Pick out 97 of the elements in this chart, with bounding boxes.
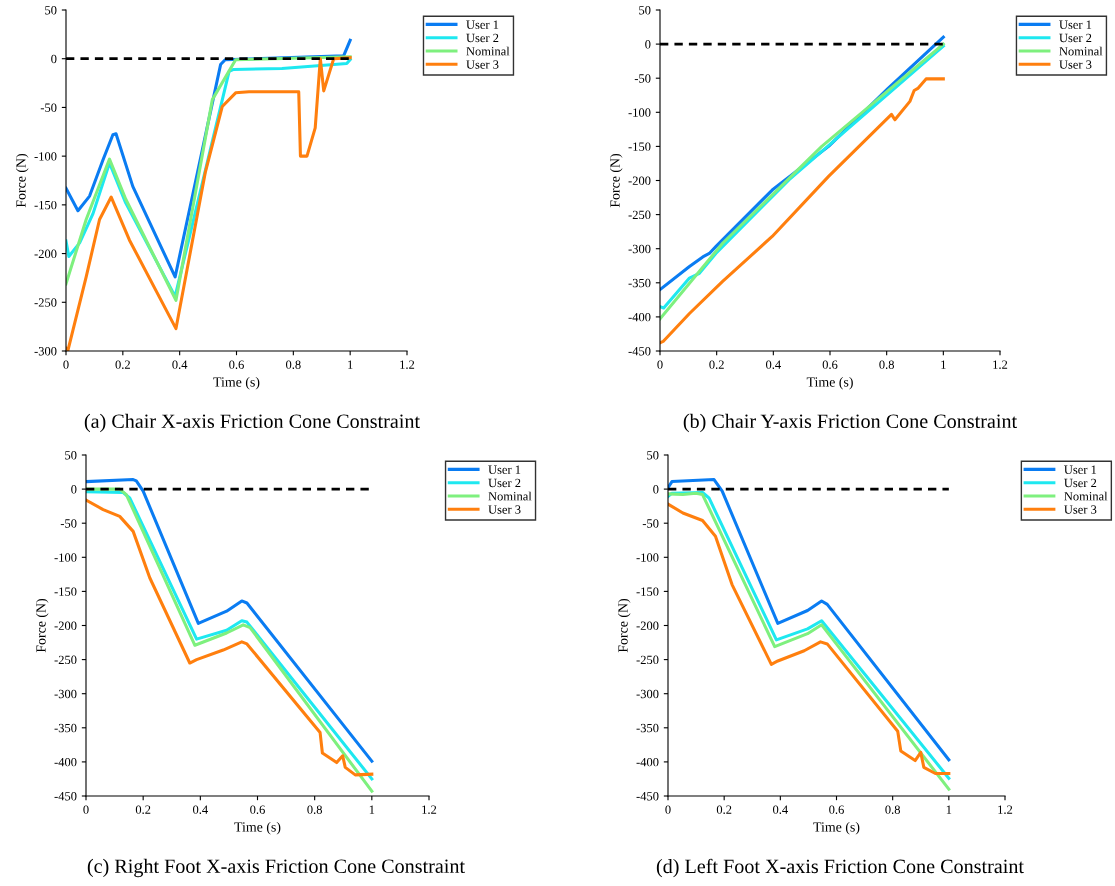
x-tick-label: 0.6 (822, 360, 838, 369)
x-tick-label: 0.6 (829, 805, 844, 814)
y-tick-label: -200 (34, 249, 57, 259)
legend-label: User 2 (1059, 33, 1092, 43)
y-tick-label: -150 (636, 587, 659, 596)
y-tick-label: -350 (54, 723, 77, 733)
x-tick-label: 0.2 (716, 805, 732, 814)
x-tick-label: 0.6 (250, 805, 265, 814)
y-tick-label: -300 (54, 689, 77, 699)
x-axis-title: Time (s) (813, 821, 860, 835)
y-tick-label: -150 (628, 142, 651, 151)
y-tick-label: 0 (653, 485, 659, 494)
y-tick-label: -50 (60, 519, 77, 528)
text: (d) Left Foot X-axis Friction Cone Constraint (656, 858, 1024, 878)
legend-label: User 1 (1064, 465, 1097, 474)
legend-label: User 2 (1064, 478, 1097, 488)
x-tick-label: 1 (941, 360, 946, 369)
x-tick-label: 1 (946, 805, 952, 814)
y-tick-label: -400 (636, 757, 659, 767)
legend-label: User 2 (488, 478, 521, 488)
x-tick-label: 0.6 (229, 360, 244, 369)
legend-label: Nominal (1059, 46, 1103, 56)
x-tick-label: 0.8 (307, 805, 322, 814)
x-tick-label: 0.2 (709, 360, 724, 369)
x-tick-label: 0.4 (773, 805, 788, 814)
x-tick-label: 0 (665, 805, 671, 814)
text: (a) Chair X-axis Friction Cone Constraint (84, 413, 420, 433)
x-tick-label: 0.8 (879, 360, 894, 369)
y-tick-label: -450 (636, 792, 659, 801)
y-axis-title: Force (N) (609, 153, 623, 208)
y-tick-label: -50 (642, 519, 659, 528)
x-tick-label: 0.2 (115, 360, 130, 369)
x-tick-label: 1 (348, 360, 353, 369)
x-axis-title: Time (s) (213, 376, 260, 390)
text: (c) Right Foot X-axis Friction Cone Constraint (87, 858, 465, 878)
y-tick-label: -50 (40, 103, 57, 112)
line-series (66, 56, 352, 351)
y-tick-label: -300 (636, 689, 659, 699)
y-tick-label: -300 (34, 347, 57, 356)
legend-label: Nominal (1064, 491, 1108, 501)
x-tick-label: 1.2 (400, 360, 415, 369)
legend-label: User 2 (466, 33, 499, 43)
y-tick-label: -200 (54, 621, 77, 630)
y-axis-title: Force (N) (617, 598, 631, 653)
y-tick-label: -150 (54, 587, 77, 596)
y-tick-label: -250 (636, 655, 659, 665)
y-axis-title: Force (N) (15, 153, 29, 208)
y-tick-label: 50 (639, 6, 651, 15)
y-tick-label: -250 (34, 298, 57, 307)
legend-label: Nominal (488, 491, 532, 501)
legend-label: User 3 (488, 505, 521, 514)
x-tick-label: 0.4 (193, 805, 208, 814)
y-tick-label: -300 (628, 244, 651, 254)
y-tick-label: -100 (628, 108, 651, 117)
y-tick-label: -200 (636, 621, 659, 630)
y-tick-label: -400 (54, 757, 77, 767)
legend-label: User 1 (488, 465, 521, 474)
x-tick-label: 0 (83, 805, 89, 814)
y-tick-label: 50 (45, 6, 57, 15)
y-tick-label: -400 (628, 312, 651, 322)
legend-label: Nominal (466, 46, 510, 56)
line-series (660, 77, 945, 345)
y-tick-label: 0 (51, 54, 57, 64)
y-tick-label: -250 (54, 655, 77, 665)
x-tick-label: 0.4 (172, 360, 188, 369)
x-tick-label: 0.4 (766, 360, 781, 369)
x-tick-label: 1.2 (998, 805, 1013, 814)
y-tick-label: 0 (71, 485, 77, 494)
y-tick-label: -350 (628, 278, 651, 288)
x-axis-title: Time (s) (806, 376, 853, 390)
y-tick-label: -350 (636, 723, 659, 733)
y-tick-label: -100 (34, 152, 57, 161)
x-tick-label: 0.8 (286, 360, 301, 369)
y-tick-label: -450 (54, 792, 77, 801)
y-tick-label: -150 (34, 200, 57, 210)
x-tick-label: 0.8 (885, 805, 900, 814)
y-tick-label: -100 (636, 553, 659, 562)
y-tick-label: -250 (628, 210, 651, 220)
y-tick-label: -100 (54, 553, 77, 562)
legend-label: User 3 (1064, 505, 1097, 514)
y-tick-label: 0 (645, 40, 651, 49)
x-tick-label: 1.2 (422, 805, 437, 814)
legend-label: User 3 (1059, 60, 1092, 69)
legend-label: User 1 (466, 20, 499, 29)
x-tick-label: 0.2 (135, 805, 151, 814)
legend-label: User 1 (1059, 20, 1092, 29)
x-tick-label: 1.2 (993, 360, 1008, 369)
legend-label: User 3 (466, 60, 499, 69)
y-tick-label: 50 (65, 451, 77, 460)
y-tick-label: 50 (647, 451, 659, 460)
y-tick-label: -450 (628, 347, 651, 356)
y-tick-label: -200 (628, 176, 651, 185)
x-tick-label: 1 (369, 805, 375, 814)
y-tick-label: -50 (634, 74, 651, 83)
y-axis-title: Force (N) (35, 598, 49, 653)
x-axis-title: Time (s) (234, 821, 281, 835)
text: (b) Chair Y-axis Friction Cone Constraint (683, 413, 1018, 433)
